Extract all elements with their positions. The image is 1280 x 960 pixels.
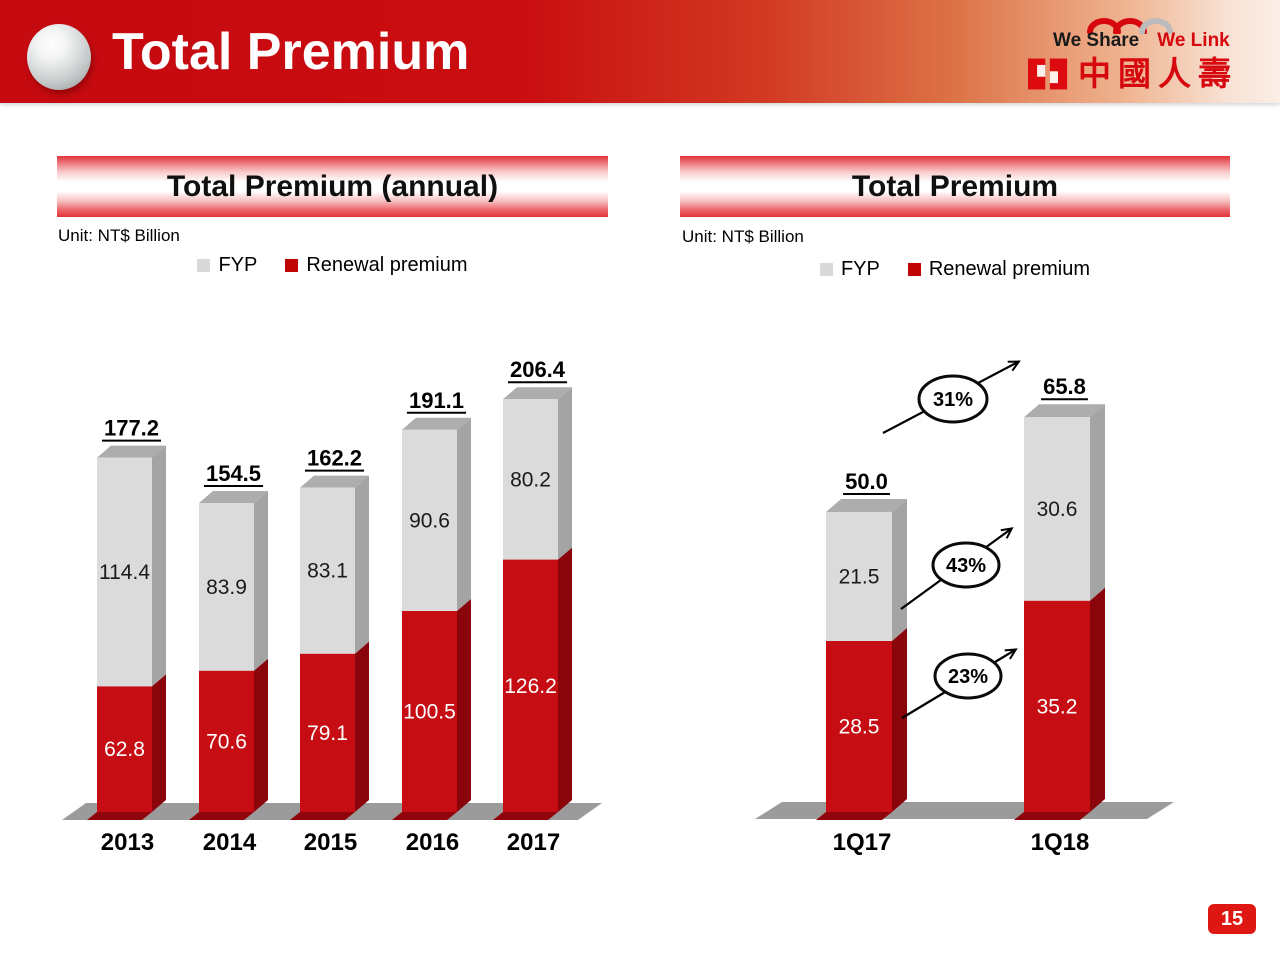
fyp-value-label: 80.2 — [510, 468, 551, 491]
category-label: 1Q17 — [833, 829, 892, 856]
total-label: 191.1 — [409, 388, 464, 413]
right-chart-title-banner: Total Premium — [680, 156, 1230, 217]
renewal-segment — [402, 611, 457, 812]
fyp-value-label: 30.6 — [1037, 498, 1078, 521]
right-chart-legend: FYP Renewal premium — [680, 258, 1230, 280]
company-name: 中國人壽 — [1078, 55, 1238, 92]
bar-2017: 206.4 80.2 126.2 2017 — [493, 357, 572, 856]
category-label: 2016 — [406, 829, 459, 856]
fyp-value-label: 21.5 — [839, 566, 880, 589]
right-chart-title: Total Premium — [851, 170, 1059, 203]
annual-premium-chart: 177.2 114.4 62.8 2013 154.5 83.9 70.6 2014 162.2… — [62, 357, 602, 856]
growth-percent-label: 23% — [948, 666, 988, 688]
growth-oval-icon — [917, 374, 989, 424]
fyp-swatch-icon — [819, 262, 833, 276]
renewal-segment — [199, 670, 254, 812]
right-unit-label: Unit: NT$ Billion — [682, 227, 804, 246]
bullet-sphere-icon — [27, 24, 91, 90]
renewal-segment — [97, 686, 152, 812]
legend-item-renewal: Renewal premium — [285, 253, 468, 277]
legend-item-renewal: Renewal premium — [907, 257, 1091, 281]
fyp-segment — [300, 487, 355, 654]
total-label: 65.8 — [1043, 374, 1086, 399]
growth-annotation: 43% — [900, 527, 1014, 610]
renewal-value-label: 62.8 — [104, 738, 145, 761]
bar-1Q17: 50.0 21.5 28.5 1Q17 — [816, 469, 907, 856]
category-label: 2013 — [101, 829, 154, 856]
tagline-we-link: We Link — [1157, 30, 1230, 51]
growth-oval-icon — [931, 541, 1001, 589]
left-chart-title-banner: Total Premium (annual) — [57, 156, 608, 217]
category-label: 1Q18 — [1031, 829, 1090, 856]
fyp-segment — [199, 503, 254, 671]
fyp-value-label: 114.4 — [99, 561, 150, 584]
growth-percent-label: 31% — [933, 389, 973, 411]
bar-2013: 177.2 114.4 62.8 2013 — [87, 416, 166, 856]
page-number-badge: 15 — [1208, 904, 1256, 934]
fyp-segment — [402, 429, 457, 611]
renewal-value-label: 28.5 — [839, 716, 880, 739]
category-label: 2014 — [203, 829, 257, 856]
company-logo-mark-icon — [1028, 58, 1068, 90]
bar-2014: 154.5 83.9 70.6 2014 — [189, 461, 268, 856]
fyp-swatch-icon — [197, 258, 211, 272]
legend-item-fyp: FYP — [197, 254, 257, 277]
fyp-value-label: 90.6 — [409, 509, 450, 532]
renewal-segment — [1024, 600, 1090, 812]
left-unit-label: Unit: NT$ Billion — [58, 226, 180, 245]
total-label: 162.2 — [307, 446, 362, 471]
renewal-value-label: 79.1 — [307, 722, 348, 745]
fyp-legend-label: FYP — [218, 253, 258, 276]
logo-arcs-icon — [1087, 18, 1173, 34]
total-label: 154.5 — [206, 461, 261, 486]
category-label: 2015 — [304, 829, 357, 856]
renewal-legend-label: Renewal premium — [306, 253, 468, 276]
growth-annotation: 23% — [901, 648, 1018, 719]
fyp-segment — [826, 512, 892, 641]
growth-percent-label: 43% — [946, 555, 986, 577]
chart-floor — [755, 802, 1174, 819]
fyp-value-label: 83.1 — [307, 560, 348, 583]
page-title: Total Premium — [112, 23, 470, 81]
bar-2015: 162.2 83.1 79.1 2015 — [290, 446, 369, 856]
fyp-segment — [503, 399, 558, 560]
brand-tagline: We Share We Link — [1053, 30, 1230, 52]
growth-annotation: 31% — [882, 360, 1021, 434]
fyp-legend-label: FYP — [840, 257, 880, 280]
category-label: 2017 — [507, 829, 560, 856]
company-logo: 中國人壽 — [1028, 56, 1238, 92]
fyp-segment — [97, 457, 152, 687]
total-label: 50.0 — [845, 469, 888, 494]
renewal-swatch-icon — [907, 262, 921, 276]
renewal-segment — [300, 653, 355, 812]
renewal-value-label: 35.2 — [1037, 695, 1078, 718]
legend-item-fyp: FYP — [819, 257, 880, 281]
total-label: 206.4 — [510, 357, 566, 382]
slide-header: Total Premium We Share We Link 中國人壽 — [0, 0, 1280, 103]
tagline-we-share: We Share — [1053, 30, 1140, 51]
renewal-segment — [826, 641, 892, 812]
total-label: 177.2 — [104, 416, 159, 441]
bar-1Q18: 65.8 30.6 35.2 1Q18 — [1014, 374, 1105, 856]
renewal-value-label: 70.6 — [206, 730, 247, 753]
renewal-value-label: 100.5 — [403, 701, 456, 724]
renewal-value-label: 126.2 — [504, 675, 557, 698]
bar-2016: 191.1 90.6 100.5 2016 — [392, 388, 471, 856]
growth-oval-icon — [933, 652, 1003, 700]
renewal-swatch-icon — [285, 258, 299, 272]
renewal-segment — [503, 559, 558, 812]
fyp-value-label: 83.9 — [206, 576, 247, 599]
quarterly-premium-chart: 50.0 21.5 28.5 1Q17 65.8 30.6 35.2 1Q18 31% 43% 23… — [755, 360, 1174, 856]
left-chart-title: Total Premium (annual) — [166, 170, 499, 203]
left-chart-legend: FYP Renewal premium — [57, 254, 608, 276]
renewal-legend-label: Renewal premium — [928, 257, 1091, 280]
fyp-segment — [1024, 417, 1090, 601]
